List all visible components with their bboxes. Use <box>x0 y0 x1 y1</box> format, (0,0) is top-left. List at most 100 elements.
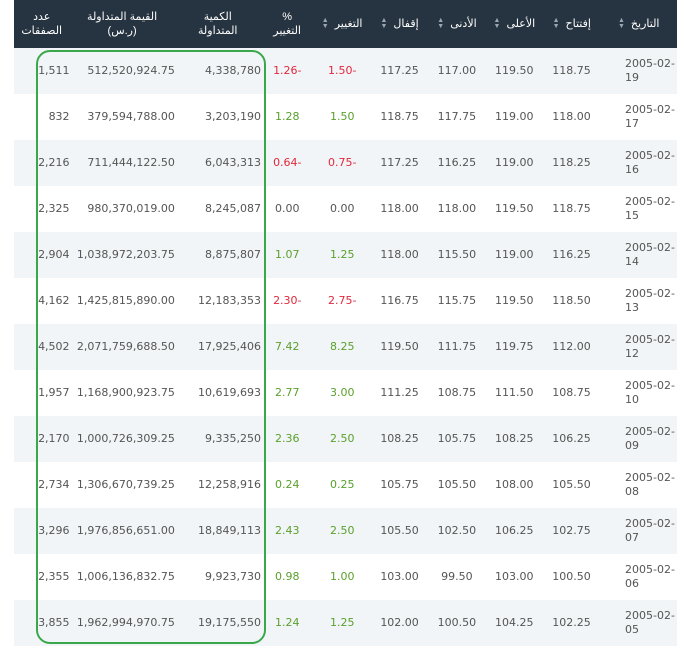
cell-high: 104.25 <box>494 616 534 629</box>
cell-trades-count: 3,855 <box>38 616 70 629</box>
cell-date: 2005-02-06 <box>625 563 675 590</box>
table-row: 2005-02-14 116.25 119.00 115.50 118.00 1.25 1.… <box>14 232 677 278</box>
cell-traded-value: 1,425,815,890.00 <box>76 294 175 307</box>
col-header-volume[interactable]: الكمية المتداولة <box>198 11 238 37</box>
col-header-change[interactable]: التغيير ▲ ▼ <box>321 17 363 30</box>
cell-date: 2005-02-07 <box>625 517 675 544</box>
cell-change-pct: 2.43 <box>275 524 300 537</box>
cell-change: 1.50- <box>328 64 357 77</box>
cell-volume: 9,335,250 <box>205 432 262 445</box>
cell-date: 2005-02-15 <box>625 195 675 222</box>
cell-volume: 8,875,807 <box>205 248 262 261</box>
cell-traded-value: 1,006,136,832.75 <box>76 570 175 583</box>
table-row: 2005-02-06 100.50 103.00 99.50 103.00 1.00 0.9… <box>14 554 677 600</box>
cell-change: 2.50 <box>329 432 355 445</box>
cell-close: 117.25 <box>380 64 419 77</box>
col-header-close[interactable]: إقفال ▲ ▼ <box>380 17 419 30</box>
table-row: 2005-02-12 112.00 119.75 111.75 119.50 8.25 7.… <box>14 324 677 370</box>
col-header-trades-count[interactable]: عدد الصفقات <box>21 11 63 37</box>
cell-close: 102.00 <box>380 616 419 629</box>
col-header-date[interactable]: التاريخ ▲ ▼ <box>617 17 660 30</box>
cell-open: 116.25 <box>552 248 591 261</box>
cell-volume: 8,245,087 <box>205 202 262 215</box>
cell-trades-count: 832 <box>48 110 70 123</box>
cell-traded-value: 711,444,122.50 <box>87 156 175 169</box>
cell-close: 111.25 <box>380 386 419 399</box>
cell-volume: 12,183,353 <box>198 294 262 307</box>
cell-high: 106.25 <box>494 524 534 537</box>
cell-high: 119.50 <box>494 202 534 215</box>
sort-icon[interactable]: ▲ ▼ <box>321 17 329 30</box>
cell-change-pct: 1.26- <box>273 64 302 77</box>
cell-close: 103.00 <box>380 570 419 583</box>
cell-close: 105.75 <box>380 478 419 491</box>
cell-change-pct: 1.24 <box>275 616 300 629</box>
sort-icon[interactable]: ▲ ▼ <box>493 17 501 30</box>
cell-low: 116.25 <box>437 156 477 169</box>
sort-icon[interactable]: ▲ ▼ <box>617 17 625 30</box>
cell-change: 0.75- <box>328 156 357 169</box>
cell-change-pct: 0.64- <box>273 156 302 169</box>
cell-date: 2005-02-10 <box>625 379 675 406</box>
cell-date: 2005-02-05 <box>625 609 675 636</box>
cell-volume: 10,619,693 <box>198 386 262 399</box>
cell-change: 0.25 <box>329 478 355 491</box>
cell-trades-count: 2,734 <box>38 478 70 491</box>
cell-change-pct: 0.00 <box>275 202 300 215</box>
col-header-low[interactable]: الأدنى ▲ ▼ <box>437 17 477 30</box>
cell-high: 119.75 <box>494 340 534 353</box>
col-header-change-pct[interactable]: % التغيير <box>273 11 301 37</box>
cell-change-pct: 7.42 <box>275 340 300 353</box>
cell-trades-count: 2,325 <box>38 202 70 215</box>
table-row: 2005-02-16 118.25 119.00 116.25 117.25 0.75- 0… <box>14 140 677 186</box>
table-row: 2005-02-15 118.75 119.50 118.00 118.00 0.00 0.… <box>14 186 677 232</box>
cell-traded-value: 1,962,994,970.75 <box>76 616 175 629</box>
cell-open: 118.25 <box>552 156 591 169</box>
col-header-traded-value[interactable]: القيمة المتداولة (ر.س) <box>87 11 158 37</box>
cell-date: 2005-02-19 <box>625 57 675 84</box>
col-header-high[interactable]: الأعلى ▲ ▼ <box>493 17 536 30</box>
table-row: 2005-02-19 118.75 119.50 117.00 117.25 1.50- 1… <box>14 48 677 94</box>
cell-date: 2005-02-14 <box>625 241 675 268</box>
table-row: 2005-02-13 118.50 119.50 115.75 116.75 2.75- 2… <box>14 278 677 324</box>
cell-volume: 6,043,313 <box>205 156 262 169</box>
cell-trades-count: 3,296 <box>38 524 70 537</box>
cell-trades-count: 2,355 <box>38 570 70 583</box>
sort-icon[interactable]: ▲ ▼ <box>437 17 445 30</box>
table-row: 2005-02-07 102.75 106.25 102.50 105.50 2.50 2.… <box>14 508 677 554</box>
table-row: 2005-02-17 118.00 119.00 117.75 118.75 1.50 1.… <box>14 94 677 140</box>
cell-trades-count: 4,162 <box>38 294 70 307</box>
cell-date: 2005-02-17 <box>625 103 675 130</box>
cell-open: 118.75 <box>552 64 591 77</box>
cell-volume: 19,175,550 <box>198 616 262 629</box>
cell-high: 119.00 <box>494 110 534 123</box>
cell-trades-count: 4,502 <box>38 340 70 353</box>
cell-traded-value: 1,306,670,739.25 <box>76 478 175 491</box>
cell-high: 119.50 <box>494 294 534 307</box>
cell-open: 105.50 <box>552 478 591 491</box>
cell-open: 108.75 <box>552 386 591 399</box>
cell-low: 99.50 <box>441 570 473 583</box>
cell-volume: 12,258,916 <box>198 478 262 491</box>
cell-volume: 9,923,730 <box>205 570 262 583</box>
table-row: 2005-02-05 102.25 104.25 100.50 102.00 1.25 1.… <box>14 600 677 646</box>
cell-trades-count: 1,957 <box>38 386 70 399</box>
cell-change: 1.00 <box>329 570 355 583</box>
table-row: 2005-02-10 108.75 111.50 108.75 111.25 3.00 2.… <box>14 370 677 416</box>
cell-change-pct: 2.30- <box>273 294 302 307</box>
cell-low: 115.50 <box>437 248 477 261</box>
cell-change-pct: 1.28 <box>275 110 300 123</box>
cell-change: 1.25 <box>329 616 355 629</box>
col-header-open[interactable]: إفتتاح ▲ ▼ <box>552 17 591 30</box>
cell-low: 105.75 <box>437 432 477 445</box>
cell-open: 118.00 <box>552 110 591 123</box>
cell-date: 2005-02-08 <box>625 471 675 498</box>
cell-close: 117.25 <box>380 156 419 169</box>
cell-close: 119.50 <box>380 340 419 353</box>
cell-high: 103.00 <box>494 570 534 583</box>
cell-close: 116.75 <box>380 294 419 307</box>
sort-icon[interactable]: ▲ ▼ <box>380 17 388 30</box>
sort-icon[interactable]: ▲ ▼ <box>552 17 560 30</box>
cell-open: 118.75 <box>552 202 591 215</box>
cell-close: 118.00 <box>380 248 419 261</box>
